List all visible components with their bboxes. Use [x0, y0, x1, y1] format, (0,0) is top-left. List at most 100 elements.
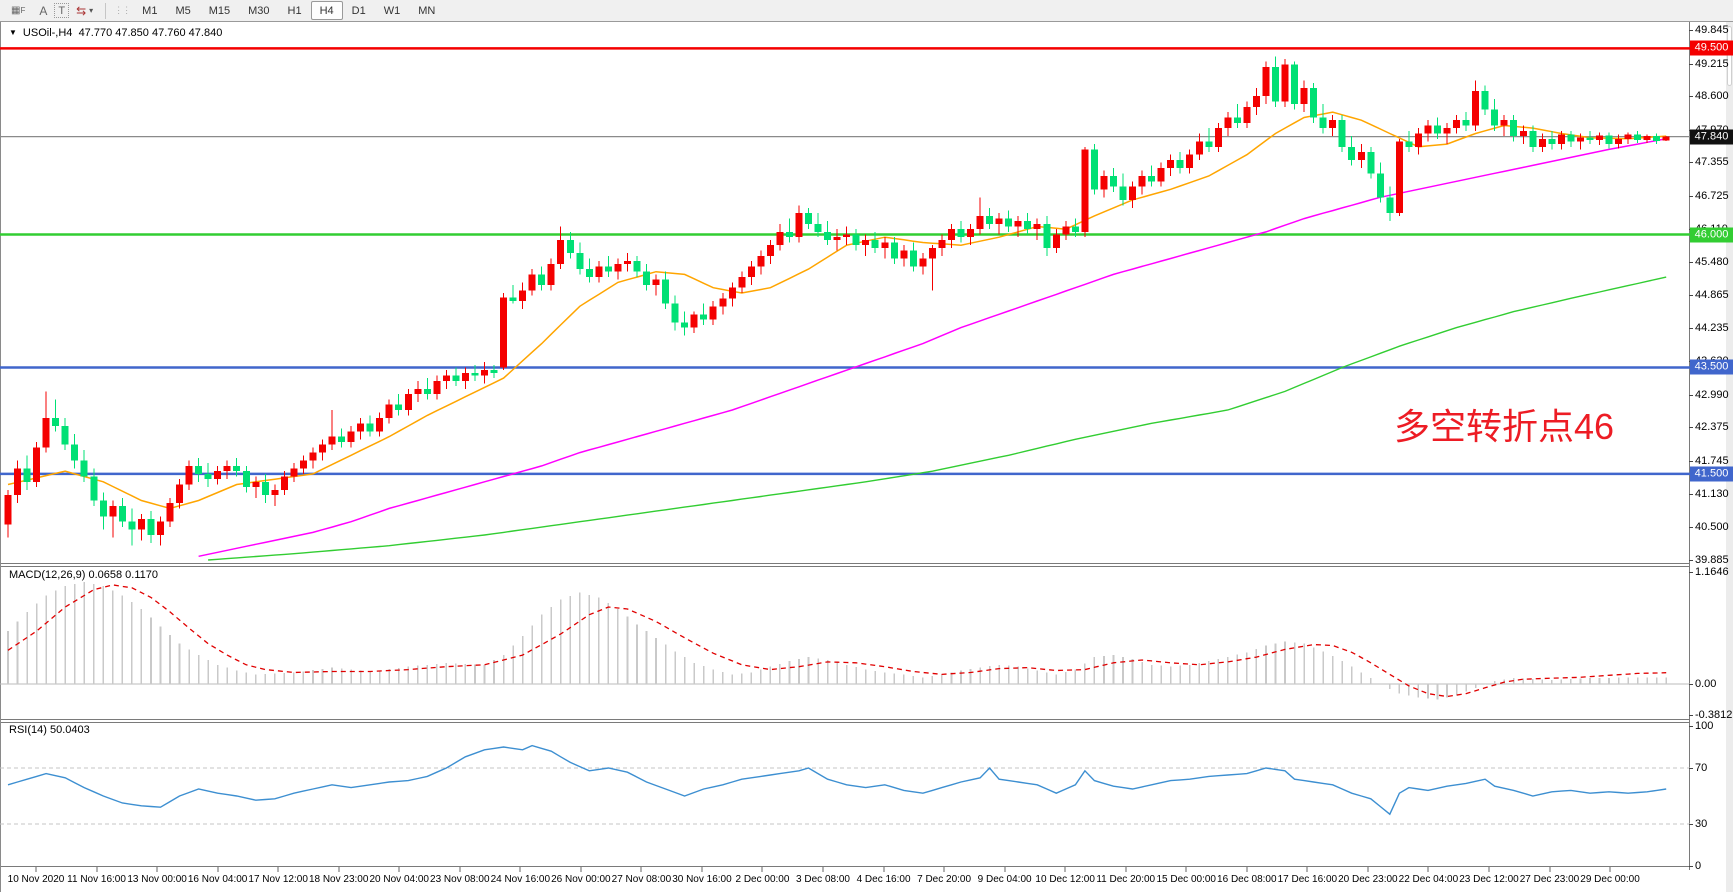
date-tick-mark: [519, 867, 521, 872]
price-tick-label: 42.375: [1695, 421, 1729, 434]
rsi-tick-label: 0: [1695, 860, 1702, 872]
scrollbar-thumb[interactable]: [1727, 26, 1732, 86]
date-tick-mark: [640, 867, 642, 872]
date-tick-label: 10 Dec 12:00: [1035, 874, 1095, 885]
price-tick-label: 45.480: [1695, 256, 1729, 269]
right-scrollbar[interactable]: [1726, 22, 1733, 892]
toolbar-drag-handle[interactable]: ⋮⋮: [114, 5, 131, 15]
tf-button-m5[interactable]: M5: [175, 4, 191, 17]
date-tick-label: 10 Nov 2020: [7, 874, 65, 885]
date-tick-label: 4 Dec 16:00: [856, 874, 911, 885]
main-macd-separator[interactable]: [1, 563, 1689, 564]
date-tick-mark: [1004, 867, 1006, 872]
axis-tick-mark: [1689, 824, 1693, 825]
date-tick-label: 9 Dec 04:00: [977, 874, 1032, 885]
macd-label: MACD(12,26,9) 0.0658 0.1170: [9, 569, 158, 581]
symbol-dropdown-icon[interactable]: ▼: [9, 28, 17, 37]
date-tick-mark: [217, 867, 219, 872]
date-tick-label: 13 Nov 00:00: [127, 874, 187, 885]
rsi-label: RSI(14) 50.0403: [9, 724, 90, 736]
tf-button-m30[interactable]: M30: [248, 4, 270, 17]
date-tick-mark: [580, 867, 582, 872]
date-tick-mark: [1367, 867, 1369, 872]
date-tick-mark: [96, 867, 98, 872]
axis-tick-mark: [1689, 460, 1693, 462]
price-axis-border: [1689, 22, 1690, 870]
tf-button-h1[interactable]: H1: [287, 4, 302, 17]
price-tick-label: 48.600: [1695, 90, 1729, 103]
date-tick-label: 16 Dec 08:00: [1217, 874, 1277, 885]
price-level-box-43.500: 43.500: [1690, 359, 1733, 375]
date-tick-label: 11 Nov 16:00: [67, 874, 126, 885]
indicators-grid-icon[interactable]: ▦ F: [11, 5, 26, 16]
price-tick-label: 44.235: [1695, 322, 1729, 335]
tf-button-d1[interactable]: D1: [351, 4, 366, 17]
axis-tick-mark: [1689, 571, 1693, 573]
macd-tick-label: 1.1646: [1695, 565, 1729, 578]
macd-panel-canvas[interactable]: [0, 567, 1690, 719]
date-tick-mark: [822, 867, 824, 872]
rsi-bottom-border: [1, 866, 1689, 867]
date-tick-mark: [1185, 867, 1187, 872]
date-tick-mark: [35, 867, 37, 872]
macd-rsi-separator[interactable]: [1, 719, 1689, 720]
date-tick-label: 20 Dec 23:00: [1338, 874, 1398, 885]
axis-tick-mark: [1689, 715, 1693, 716]
date-tick-mark: [761, 867, 763, 872]
date-tick-label: 23 Dec 12:00: [1459, 874, 1519, 885]
date-tick-mark: [1246, 867, 1248, 872]
axis-tick-mark: [1689, 63, 1693, 65]
annotation-text[interactable]: 多空转折点46: [1394, 406, 1615, 447]
date-tick-mark: [1306, 867, 1308, 872]
date-tick-label: 30 Nov 16:00: [672, 874, 732, 885]
text-label-icon[interactable]: T: [54, 3, 70, 18]
tf-button-w1[interactable]: W1: [383, 4, 401, 17]
symbol-period-title: USOil-,H4: [22, 27, 73, 39]
crosshair-arrows-icon[interactable]: ⇆ ▾: [76, 3, 94, 18]
axis-tick-mark: [1689, 262, 1693, 264]
date-tick-label: 29 Dec 00:00: [1580, 874, 1640, 885]
date-tick-label: 2 Dec 00:00: [735, 874, 790, 885]
tf-button-mn[interactable]: MN: [418, 4, 436, 17]
price-tick-label: 41.745: [1695, 454, 1729, 467]
price-tick-label: 46.725: [1695, 189, 1729, 202]
date-tick-label: 27 Nov 08:00: [611, 874, 672, 885]
date-tick-mark: [1064, 867, 1066, 872]
price-tick-label: 41.130: [1695, 487, 1729, 500]
axis-tick-mark: [1689, 96, 1693, 98]
price-level-box-41.500: 41.500: [1690, 466, 1733, 482]
tf-button-m15[interactable]: M15: [208, 4, 231, 17]
date-tick-mark: [1488, 867, 1490, 872]
price-level-box-46.000: 46.000: [1690, 227, 1733, 242]
date-tick-label: 7 Dec 20:00: [917, 874, 972, 885]
date-tick-label: 11 Dec 20:00: [1096, 874, 1156, 885]
date-tick-mark: [1427, 867, 1429, 872]
price-tick-label: 39.885: [1695, 553, 1729, 566]
axis-tick-mark: [1689, 726, 1693, 727]
dropdown-caret-icon[interactable]: ▾: [89, 6, 94, 15]
rsi-tick-label: 100: [1695, 720, 1714, 732]
tf-button-m1[interactable]: M1: [142, 4, 158, 17]
rsi-panel-top-border: [1, 722, 1689, 723]
toolbar: ▦ F A T ⇆ ▾ ⋮⋮ M1 M5 M15 M30 H1 H4 D1 W1 MN: [0, 0, 1733, 22]
date-tick-label: 17 Dec 16:00: [1277, 874, 1338, 885]
date-tick-mark: [1609, 867, 1611, 872]
price-tick-label: 40.500: [1695, 521, 1729, 534]
axis-tick-mark: [1689, 195, 1693, 197]
price-tick-label: 44.865: [1695, 288, 1729, 301]
axis-tick-mark: [1689, 394, 1693, 396]
macd-panel-top-border: [1, 566, 1689, 567]
tf-button-h4[interactable]: H4: [310, 1, 343, 20]
date-tick-mark: [943, 867, 945, 872]
axis-tick-mark: [1689, 294, 1693, 296]
cursor-a-icon[interactable]: A: [39, 3, 48, 18]
axis-tick-mark: [1689, 684, 1693, 685]
toolbar-separator: [105, 2, 107, 19]
main-chart-canvas[interactable]: [0, 23, 1690, 563]
rsi-panel-canvas[interactable]: [0, 722, 1690, 866]
axis-tick-mark: [1689, 427, 1693, 429]
date-tick-mark: [156, 867, 158, 872]
date-tick-label: 24 Nov 16:00: [490, 874, 551, 885]
date-tick-label: 18 Nov 23:00: [308, 874, 369, 885]
axis-tick-mark: [1689, 768, 1693, 769]
